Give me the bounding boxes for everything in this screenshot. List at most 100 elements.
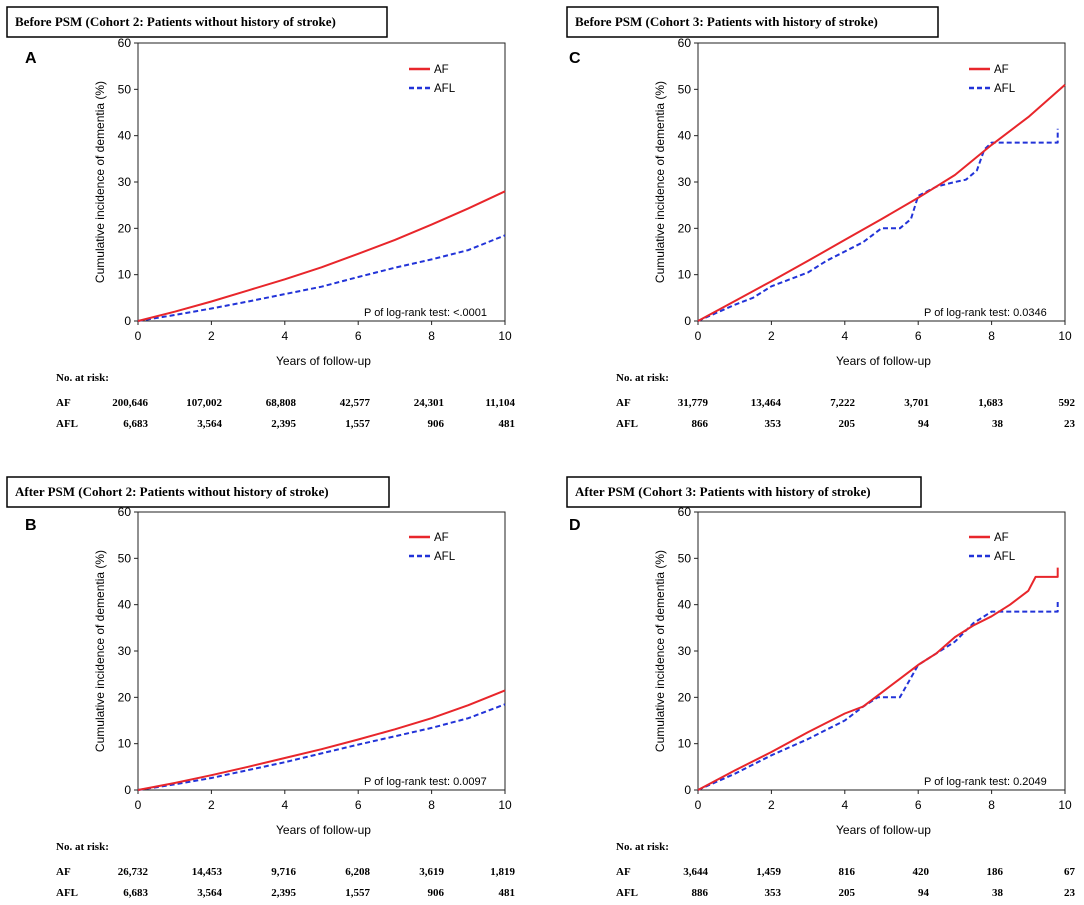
risk-value: 23 — [1064, 418, 1076, 430]
y-tick-label: 60 — [118, 36, 132, 50]
y-tick-label: 40 — [678, 129, 692, 143]
legend-label-af: AF — [994, 64, 1009, 76]
y-tick-label: 60 — [678, 505, 692, 519]
x-tick-label: 6 — [915, 798, 922, 812]
risk-value: 1,459 — [756, 866, 781, 878]
series-line-afl — [137, 234, 506, 322]
risk-value: 3,564 — [197, 887, 222, 899]
y-tick-label: 10 — [678, 268, 692, 282]
panel-letter: C — [569, 50, 581, 67]
risk-row-label-af: AF — [56, 866, 71, 878]
y-tick-label: 0 — [124, 783, 131, 797]
x-tick-label: 0 — [135, 329, 142, 343]
x-tick-label: 0 — [695, 798, 702, 812]
risk-value: 420 — [913, 866, 930, 878]
risk-value: 6,683 — [123, 887, 148, 899]
y-tick-label: 40 — [678, 598, 692, 612]
risk-value: 31,779 — [678, 397, 709, 409]
x-tick-label: 4 — [281, 329, 288, 343]
y-tick-label: 50 — [118, 82, 132, 96]
risk-value: 3,564 — [197, 418, 222, 430]
series-line-afl — [697, 128, 1059, 322]
risk-table-header: No. at risk: — [56, 841, 109, 853]
x-tick-label: 10 — [498, 329, 512, 343]
x-tick-label: 2 — [208, 798, 215, 812]
y-tick-label: 30 — [678, 644, 692, 658]
series-line-af — [137, 190, 506, 322]
risk-value: 24,301 — [414, 397, 444, 409]
panel-letter: B — [25, 517, 37, 534]
y-tick-label: 10 — [118, 737, 132, 751]
y-tick-label: 30 — [118, 644, 132, 658]
y-tick-label: 60 — [678, 36, 692, 50]
risk-value: 353 — [765, 887, 782, 899]
pvalue-annotation: P of log-rank test: 0.0097 — [364, 776, 487, 788]
risk-row-label-afl: AFL — [56, 887, 78, 899]
risk-value: 1,819 — [490, 866, 515, 878]
y-tick-label: 40 — [118, 129, 132, 143]
x-tick-label: 4 — [841, 798, 848, 812]
legend: AF AFL — [409, 532, 456, 563]
legend: AF AFL — [969, 532, 1016, 563]
y-tick-label: 0 — [124, 314, 131, 328]
panel-title: Before PSM (Cohort 3: Patients with hist… — [575, 14, 878, 29]
y-tick-label: 30 — [118, 175, 132, 189]
y-tick-label: 20 — [678, 221, 692, 235]
x-tick-label: 2 — [768, 329, 775, 343]
risk-value: 886 — [692, 887, 709, 899]
y-tick-label: 20 — [118, 690, 132, 704]
x-tick-label: 8 — [428, 329, 435, 343]
risk-value: 23 — [1064, 887, 1076, 899]
panel-c: Before PSM (Cohort 3: Patients with hist… — [566, 6, 1076, 430]
legend-label-afl: AFL — [434, 83, 456, 95]
x-tick-label: 10 — [498, 798, 512, 812]
panel-title-box — [6, 476, 390, 508]
risk-value: 6,683 — [123, 418, 148, 430]
x-tick-label: 0 — [135, 798, 142, 812]
panel-b: After PSM (Cohort 2: Patients without hi… — [6, 476, 516, 899]
x-axis-title: Years of follow-up — [276, 823, 371, 837]
risk-value: 2,395 — [271, 418, 296, 430]
y-tick-label: 50 — [678, 551, 692, 565]
risk-value: 38 — [992, 418, 1004, 430]
panel-a: Before PSM (Cohort 2: Patients without h… — [6, 6, 515, 430]
panel-title: After PSM (Cohort 3: Patients with histo… — [575, 484, 871, 499]
risk-value: 200,646 — [112, 397, 148, 409]
x-tick-label: 6 — [355, 798, 362, 812]
y-tick-label: 20 — [678, 690, 692, 704]
series-line-af — [697, 567, 1059, 791]
legend-label-afl: AFL — [994, 551, 1016, 563]
legend-label-af: AF — [434, 64, 449, 76]
series-line-afl — [137, 703, 506, 791]
risk-value: 67 — [1064, 866, 1076, 878]
x-tick-label: 8 — [988, 329, 995, 343]
pvalue-annotation: P of log-rank test: <.0001 — [364, 307, 487, 319]
x-tick-label: 6 — [355, 329, 362, 343]
risk-value: 42,577 — [340, 397, 371, 409]
x-tick-label: 0 — [695, 329, 702, 343]
x-tick-label: 10 — [1058, 798, 1072, 812]
y-tick-label: 50 — [678, 82, 692, 96]
legend-label-afl: AFL — [994, 83, 1016, 95]
risk-value: 1,557 — [345, 418, 370, 430]
risk-value: 353 — [765, 418, 782, 430]
x-tick-label: 2 — [768, 798, 775, 812]
risk-value: 1,557 — [345, 887, 370, 899]
legend-label-afl: AFL — [434, 551, 456, 563]
y-tick-label: 50 — [118, 551, 132, 565]
risk-value: 205 — [839, 418, 856, 430]
risk-table-header: No. at risk: — [616, 372, 669, 384]
y-axis-title: Cumulative incidence of dementia (%) — [93, 81, 107, 283]
risk-value: 186 — [987, 866, 1004, 878]
y-tick-label: 30 — [678, 175, 692, 189]
risk-row-label-af: AF — [616, 866, 631, 878]
pvalue-annotation: P of log-rank test: 0.0346 — [924, 307, 1047, 319]
panel-title-box — [566, 6, 939, 38]
y-tick-label: 0 — [684, 314, 691, 328]
x-tick-label: 8 — [428, 798, 435, 812]
series-line-af — [137, 689, 506, 791]
risk-value: 6,208 — [345, 866, 370, 878]
panel-title-box — [6, 6, 388, 38]
risk-table-header: No. at risk: — [56, 372, 109, 384]
risk-value: 38 — [992, 887, 1004, 899]
